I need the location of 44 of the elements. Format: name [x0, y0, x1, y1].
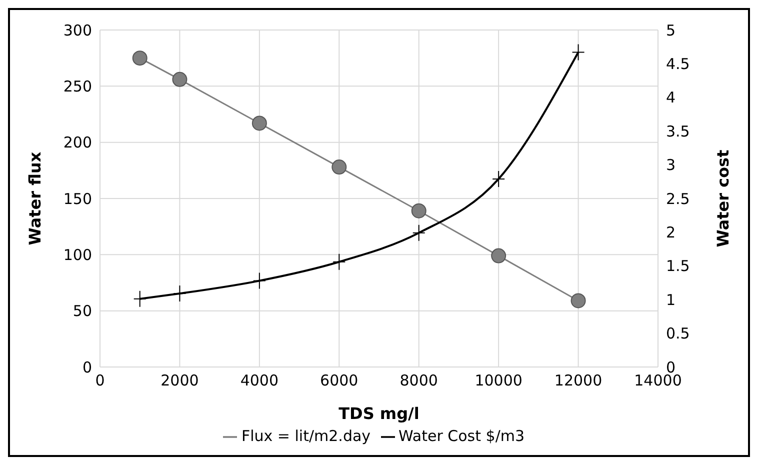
y2-axis-title: Water cost	[714, 149, 733, 248]
point	[172, 72, 188, 87]
legend-label: Water Cost $/m3	[398, 427, 525, 445]
y2-tick-label: 1.5	[666, 257, 690, 276]
y2-tick-label: 4.5	[666, 55, 690, 74]
point	[491, 248, 506, 264]
point	[252, 272, 266, 290]
point	[133, 290, 146, 308]
y2-tick-label: 1	[666, 290, 676, 309]
y2-tick-label: 2.5	[666, 190, 690, 208]
y2-tick-label: 3	[666, 156, 676, 174]
y-tick-label: 50	[72, 302, 92, 320]
point	[332, 253, 346, 270]
y-tick-label: 300	[63, 21, 92, 40]
point	[173, 285, 186, 302]
x-tick-label: 14000	[634, 372, 682, 390]
y2-tick-label: 3.5	[666, 122, 690, 140]
y2-tick-label: 0.5	[666, 324, 690, 343]
x-axis-title: TDS mg/l	[338, 404, 420, 423]
x-tick-label: 12000	[554, 372, 602, 390]
y2-tick-label: 2	[666, 224, 676, 242]
point	[412, 224, 426, 242]
y-tick-label: 250	[63, 77, 92, 96]
point	[252, 116, 267, 131]
point	[572, 44, 585, 61]
x-tick-label: 0	[95, 372, 105, 390]
point	[332, 160, 347, 175]
x-tick-label: 4000	[240, 372, 279, 390]
y2-tick-label: 5	[666, 21, 676, 40]
point	[570, 293, 586, 308]
y-tick-label: 200	[63, 134, 92, 152]
y2-tick-label: 4	[666, 88, 676, 107]
x-tick-label: 10000	[474, 372, 522, 390]
y-axis-title: Water flux	[26, 151, 45, 246]
y-tick-label: 0	[82, 358, 92, 376]
x-tick-label: 2000	[160, 372, 199, 390]
point	[411, 203, 426, 218]
x-tick-label: 6000	[320, 372, 358, 390]
point	[132, 50, 148, 66]
y-tick-label: 100	[63, 246, 92, 264]
x-tick-label: 8000	[400, 372, 438, 390]
point	[492, 170, 506, 188]
legend-label: Flux = lit/m2.day	[241, 427, 371, 445]
y-tick-label: 150	[63, 190, 92, 208]
